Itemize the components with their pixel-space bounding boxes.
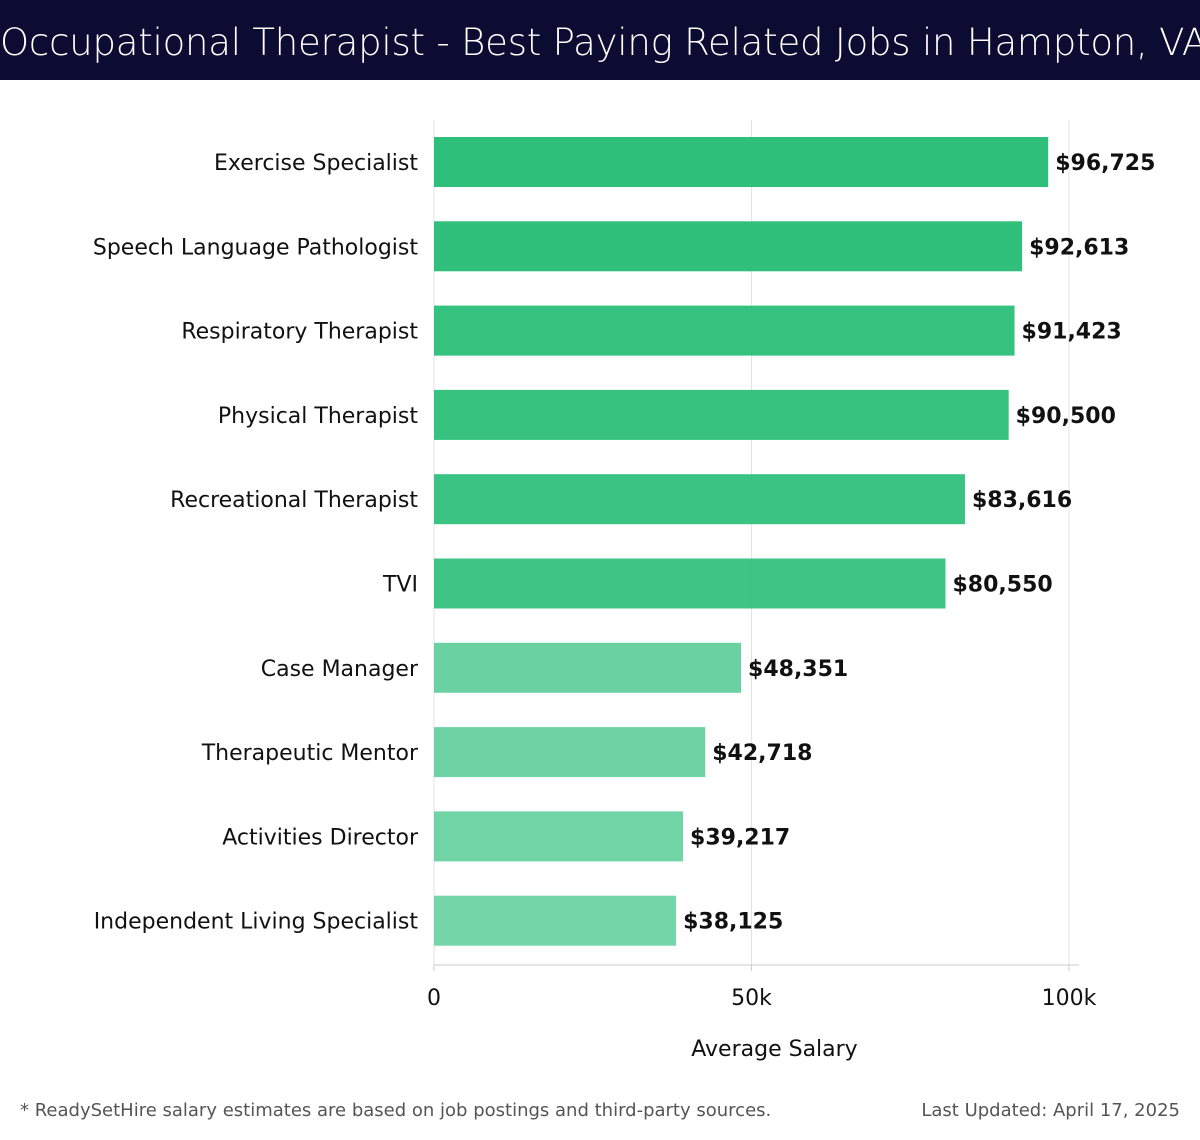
salary-bar-chart: 0 50k 100k Average Salary Exercise Speciali… (93, 120, 1156, 1062)
category-label: Case Manager (261, 657, 419, 682)
category-label: Respiratory Therapist (181, 320, 418, 345)
value-label: $91,423 (1022, 320, 1122, 345)
value-label: $96,725 (1055, 151, 1155, 176)
value-label: $90,500 (1016, 404, 1116, 429)
value-label: $92,613 (1029, 235, 1129, 260)
bar (434, 727, 706, 778)
category-label: Speech Language Pathologist (93, 235, 418, 260)
label-layer: Exercise Specialist $96,725 Speech Languag… (93, 151, 1156, 935)
bar (434, 642, 742, 693)
value-label: $39,217 (690, 825, 790, 850)
category-label: Activities Director (222, 825, 419, 850)
bar (434, 221, 1023, 272)
bar (434, 895, 677, 946)
x-tick-label: 100k (1042, 986, 1097, 1011)
x-axis-title: Average Salary (691, 1037, 857, 1062)
bar (434, 137, 1049, 187)
last-updated: Last Updated: April 17, 2025 (921, 1100, 1180, 1121)
footnote: * ReadySetHire salary estimates are base… (20, 1100, 772, 1121)
x-tick-label: 50k (731, 986, 772, 1011)
category-label: TVI (382, 573, 418, 598)
x-tick-label: 0 (427, 986, 441, 1011)
value-label: $80,550 (952, 573, 1052, 598)
value-label: $83,616 (972, 488, 1072, 513)
category-label: Recreational Therapist (170, 488, 418, 513)
value-label: $38,125 (683, 910, 783, 935)
category-label: Exercise Specialist (214, 151, 418, 176)
category-label: Physical Therapist (218, 404, 418, 429)
value-label: $48,351 (748, 657, 848, 682)
category-label: Therapeutic Mentor (201, 741, 419, 766)
bar (434, 811, 684, 862)
bar (434, 558, 946, 609)
bar (434, 474, 965, 525)
bar (434, 305, 1015, 356)
page-title: Occupational Therapist - Best Paying Rel… (0, 21, 1200, 64)
header-banner: Occupational Therapist - Best Paying Rel… (0, 0, 1200, 80)
axis-layer: 0 50k 100k Average Salary (427, 964, 1097, 1062)
category-label: Independent Living Specialist (94, 910, 419, 935)
value-label: $42,718 (712, 741, 812, 766)
bar (434, 389, 1009, 440)
bar-layer (434, 137, 1049, 946)
